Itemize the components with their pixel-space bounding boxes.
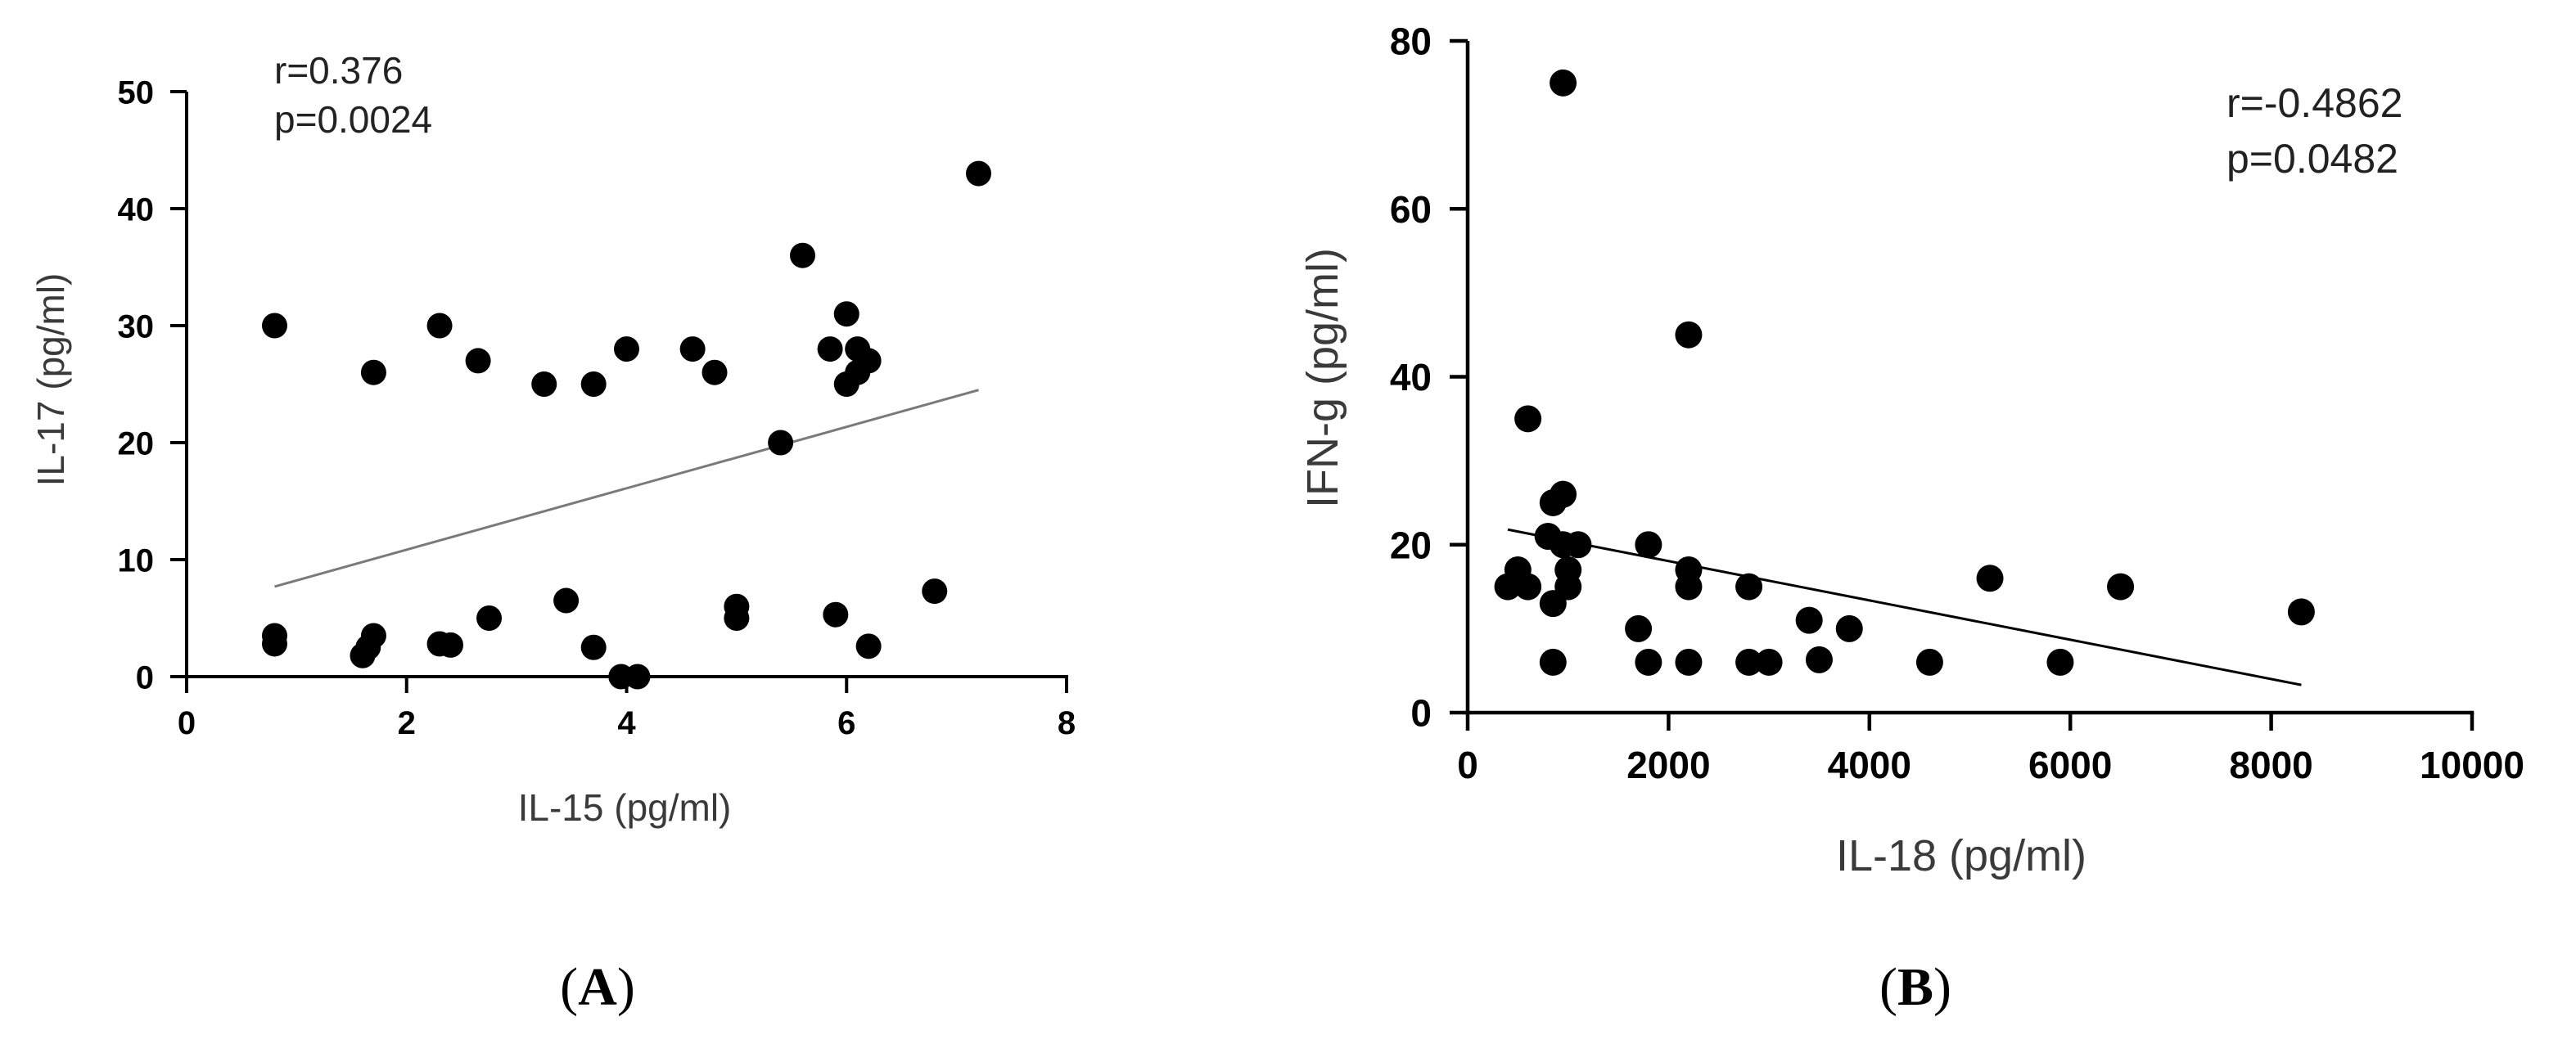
panel-a-data-point (262, 313, 287, 339)
panel-a-y-tick-label: 10 (118, 542, 155, 578)
panel-a-y-tick-label: 50 (118, 74, 155, 110)
panel-b-data-point (1550, 480, 1577, 508)
panel-a-data-point (531, 371, 557, 397)
panel-b-y-axis-title: IFN-g (pg/ml) (1298, 248, 1347, 508)
panel-a-data-point (790, 242, 815, 268)
panel-b-chart: 0 20 40 60 80 0 2000 4000 6000 8000 10000 r=-0.486… (1298, 20, 2524, 1017)
panel-b-data-point (1915, 648, 1943, 676)
panel-b-data-point (1550, 69, 1577, 97)
panel-a-data-point (553, 587, 580, 614)
panel-a-data-point (625, 664, 651, 690)
panel-a-data-point (262, 631, 287, 657)
panel-b-data-point (1514, 573, 1542, 601)
panel-b-data-point (1735, 648, 1763, 676)
panel-b-data-point (1514, 405, 1542, 433)
panel-b-data-point (2046, 648, 2074, 676)
panel-a-data-point (360, 359, 386, 385)
panel-a-data-point (855, 348, 882, 374)
panel-a-trend-line (274, 389, 979, 588)
panel-a-data-point (855, 633, 882, 659)
panel-a-data-point (702, 359, 728, 385)
panel-a-x-tick-label: 4 (617, 705, 636, 741)
panel-b-x-tick-label: 0 (1457, 744, 1478, 786)
panel-b-x-tick-label: 4000 (1828, 744, 1911, 786)
panel-a-x-tick-label: 2 (398, 705, 416, 741)
panel-a-y-tick-label: 30 (118, 308, 155, 344)
panel-b-data-point (1835, 614, 1863, 642)
panel-a-x-tick-label: 6 (837, 705, 855, 741)
panel-b-data-point (1635, 531, 1662, 559)
panel-a-data-point (724, 605, 750, 631)
panel-a-x-axis-title: IL-15 (pg/ml) (518, 786, 732, 829)
panel-b-y-tick-label: 40 (1390, 356, 1432, 398)
panel-a-chart: 0 10 20 30 40 50 0 2 4 6 8 r=0.376 p=0.0024 IL-15 … (29, 49, 1076, 1017)
panel-b-letter: B (1897, 957, 1933, 1017)
panel-a-data-point (580, 371, 607, 397)
panel-b-data-point (1675, 321, 1703, 349)
panel-b-x-axis-title: IL-18 (pg/ml) (1836, 831, 2087, 880)
panel-a-data-point (465, 348, 491, 374)
panel-b-label: (B) (1879, 957, 1951, 1017)
panel-b-data-point (1625, 614, 1653, 642)
panel-b-data-point (2107, 573, 2135, 601)
panel-a-data-point (922, 578, 948, 605)
panel-b-data-point (1675, 648, 1703, 676)
panel-a-correlation-r: r=0.376 (274, 49, 403, 92)
panel-a-data-point (614, 336, 639, 362)
panel-a-data-point (360, 623, 386, 649)
panel-a-data-point (679, 336, 706, 362)
panel-b-y-tick-label: 60 (1390, 188, 1432, 231)
panel-b-x-tick-label: 10000 (2420, 744, 2524, 786)
panel-b-data-point (1539, 648, 1567, 676)
panel-a-y-tick-label: 40 (118, 191, 155, 227)
panel-a-data-point (476, 605, 503, 631)
panel-b-data-point (1735, 573, 1763, 601)
panel-a-y-tick-label: 0 (136, 659, 154, 695)
panel-b-data-point (1675, 573, 1703, 601)
panel-a-letter: A (578, 957, 617, 1017)
panel-b-data-point (1554, 573, 1582, 601)
panel-a-y-axis-title: IL-17 (pg/ml) (29, 273, 72, 487)
panel-b-data-point (1564, 531, 1592, 559)
panel-b-data-point (1635, 648, 1662, 676)
panel-b-data-point (1795, 606, 1823, 634)
panel-a-data-point (580, 634, 607, 660)
panel-b-y-tick-label: 80 (1390, 20, 1432, 63)
panel-b-x-tick-label: 6000 (2028, 744, 2112, 786)
panel-b-plot-area: 0 20 40 60 80 0 2000 4000 6000 8000 10000 (1390, 20, 2524, 786)
panel-a-data-point (438, 632, 463, 658)
panel-a-data-point (817, 336, 843, 362)
panel-a-p-value: p=0.0024 (274, 98, 432, 141)
panel-a-plot-area: 0 10 20 30 40 50 0 2 4 6 8 (118, 74, 1076, 741)
panel-a-data-point (426, 313, 453, 339)
panel-a-data-point (823, 601, 849, 628)
panel-a-y-tick-label: 20 (118, 425, 155, 461)
panel-b-p-value: p=0.0482 (2226, 136, 2398, 182)
panel-a-data-point (966, 160, 991, 187)
panel-a-data-point (768, 430, 794, 456)
panel-b-data-point (1755, 648, 1783, 676)
panel-b-x-tick-label: 2000 (1626, 744, 1710, 786)
panel-b-y-tick-label: 0 (1410, 692, 1432, 735)
panel-b-correlation-r: r=-0.4862 (2226, 80, 2402, 126)
panel-b-x-tick-label: 8000 (2229, 744, 2312, 786)
panel-b-y-tick-label: 20 (1390, 524, 1432, 566)
panel-b-data-point (1805, 646, 1833, 673)
panel-a-label: (A) (560, 957, 635, 1017)
panel-b-data-point (2287, 598, 2315, 626)
panel-a-x-tick-label: 8 (1058, 705, 1076, 741)
panel-b-trend-line (1507, 528, 2302, 686)
panel-a-data-point (833, 301, 859, 327)
panel-a-x-tick-label: 0 (178, 705, 196, 741)
panel-b-data-point (1976, 565, 2004, 592)
